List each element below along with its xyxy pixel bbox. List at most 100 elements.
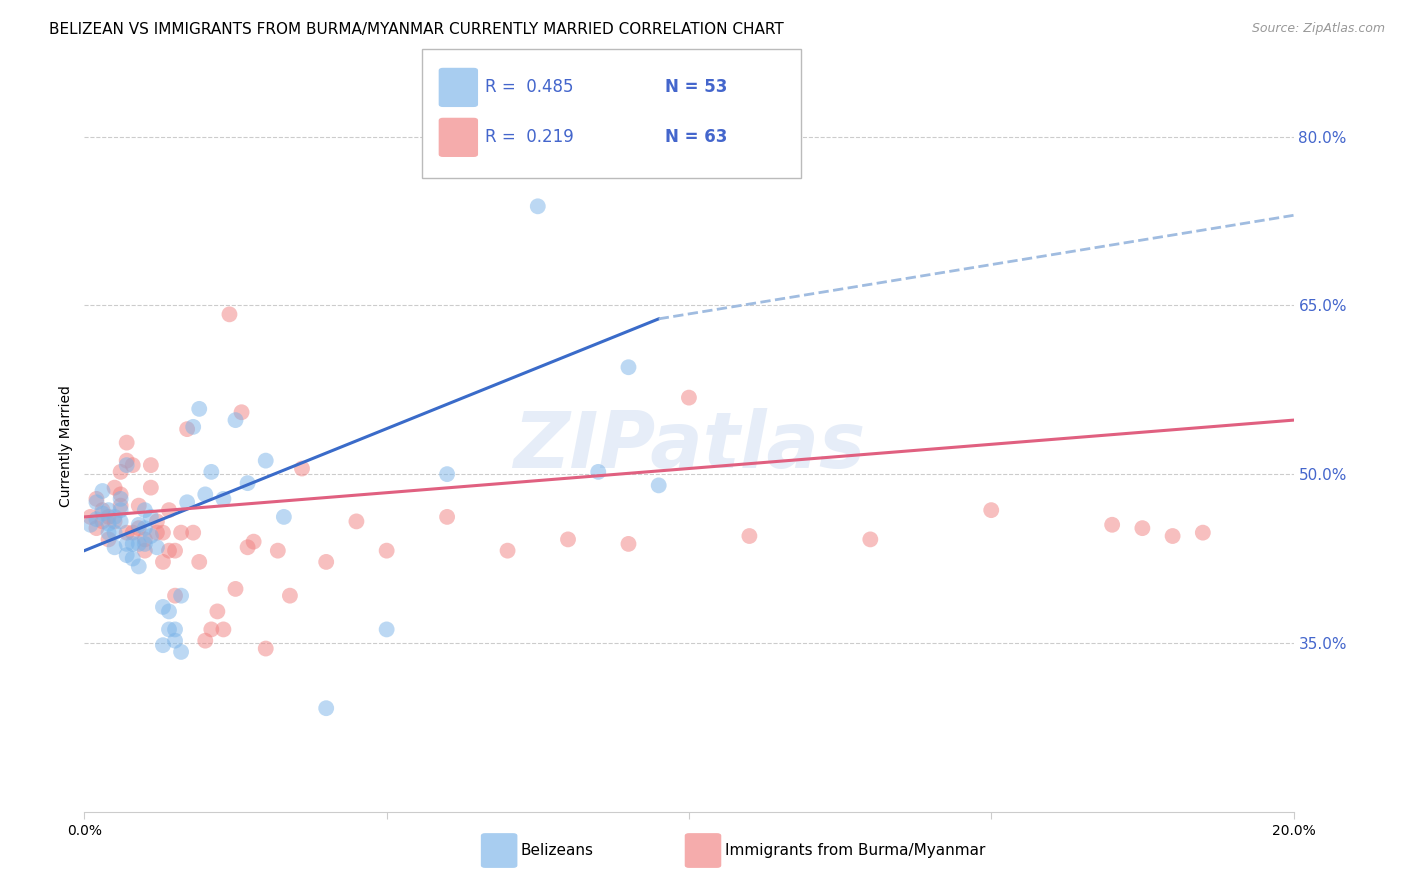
Point: [152, 638, 174, 652]
Point: [97, 503, 120, 517]
Text: R =  0.219: R = 0.219: [485, 128, 574, 146]
Point: [170, 589, 193, 603]
Point: [86, 521, 108, 535]
Point: [91, 515, 114, 529]
Point: [188, 401, 211, 416]
Point: [121, 551, 143, 566]
Point: [236, 476, 259, 491]
Point: [1192, 525, 1215, 540]
Point: [200, 623, 222, 637]
Point: [110, 503, 132, 517]
Point: [121, 525, 143, 540]
Point: [231, 405, 253, 419]
Point: [170, 525, 193, 540]
Y-axis label: Currently Married: Currently Married: [59, 385, 73, 507]
Point: [212, 491, 235, 506]
Point: [254, 453, 277, 467]
Point: [1161, 529, 1184, 543]
Point: [121, 458, 143, 472]
Point: [110, 491, 132, 506]
Point: [104, 541, 127, 555]
Text: BELIZEAN VS IMMIGRANTS FROM BURMA/MYANMAR CURRENTLY MARRIED CORRELATION CHART: BELIZEAN VS IMMIGRANTS FROM BURMA/MYANMA…: [49, 22, 785, 37]
Point: [97, 516, 120, 531]
Point: [110, 487, 132, 501]
Point: [115, 435, 138, 450]
Point: [146, 541, 169, 555]
Text: N = 53: N = 53: [665, 78, 727, 96]
Point: [91, 483, 114, 498]
Point: [91, 507, 114, 521]
Point: [588, 465, 610, 479]
Point: [557, 533, 579, 547]
Point: [134, 533, 156, 547]
Point: [236, 541, 259, 555]
Point: [291, 461, 314, 475]
Point: [267, 543, 290, 558]
Point: [278, 589, 301, 603]
Point: [165, 623, 187, 637]
Point: [128, 499, 150, 513]
Point: [97, 509, 120, 524]
Point: [146, 525, 169, 540]
Point: [139, 458, 162, 472]
Point: [496, 543, 519, 558]
Point: [146, 515, 169, 529]
Text: R =  0.485: R = 0.485: [485, 78, 574, 96]
Point: [110, 499, 132, 513]
Point: [375, 543, 398, 558]
Point: [273, 509, 295, 524]
Point: [980, 503, 1002, 517]
Point: [97, 533, 120, 547]
Point: [121, 537, 143, 551]
Point: [157, 503, 180, 517]
Point: [134, 521, 156, 535]
Point: [79, 509, 101, 524]
Point: [134, 537, 156, 551]
Point: [115, 453, 138, 467]
Point: [617, 360, 640, 375]
Point: [617, 537, 640, 551]
Point: [346, 515, 368, 529]
Point: [1101, 517, 1123, 532]
Point: [104, 515, 127, 529]
Point: [139, 509, 162, 524]
Point: [128, 537, 150, 551]
Point: [86, 491, 108, 506]
Point: [139, 529, 162, 543]
Point: [648, 478, 671, 492]
Point: [128, 521, 150, 535]
Point: [315, 555, 337, 569]
Point: [200, 465, 222, 479]
Text: N = 63: N = 63: [665, 128, 727, 146]
Point: [181, 525, 204, 540]
Text: Immigrants from Burma/Myanmar: Immigrants from Burma/Myanmar: [725, 843, 986, 857]
Point: [165, 589, 187, 603]
Point: [110, 515, 132, 529]
Point: [128, 559, 150, 574]
Point: [97, 525, 120, 540]
Point: [110, 465, 132, 479]
Point: [128, 517, 150, 532]
Point: [165, 633, 187, 648]
Point: [181, 420, 204, 434]
Point: [194, 633, 217, 648]
Point: [165, 543, 187, 558]
Point: [139, 481, 162, 495]
Point: [218, 307, 240, 321]
Point: [115, 537, 138, 551]
Point: [527, 199, 550, 213]
Point: [152, 525, 174, 540]
Point: [176, 495, 198, 509]
Point: [157, 543, 180, 558]
Point: [170, 645, 193, 659]
Point: [104, 481, 127, 495]
Point: [375, 623, 398, 637]
Point: [134, 543, 156, 558]
Point: [207, 604, 229, 618]
Point: [194, 487, 217, 501]
Text: ZIPatlas: ZIPatlas: [513, 408, 865, 484]
Point: [678, 391, 700, 405]
Point: [79, 517, 101, 532]
Point: [104, 509, 127, 524]
Text: Source: ZipAtlas.com: Source: ZipAtlas.com: [1251, 22, 1385, 36]
